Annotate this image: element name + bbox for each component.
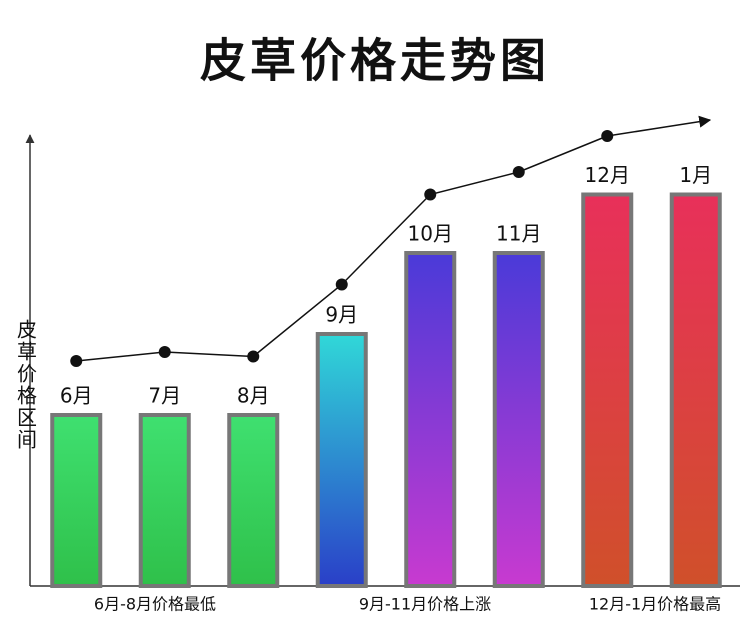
annotation: 12月-1月价格最高 xyxy=(589,595,721,614)
annotation: 9月-11月价格上涨 xyxy=(359,595,491,614)
trend-arrow xyxy=(607,115,712,137)
trend-point xyxy=(70,355,83,367)
trend-point xyxy=(247,350,260,363)
y-axis-label: 皮草价格区间 xyxy=(14,319,38,451)
bar xyxy=(581,192,634,588)
bar-label: 11月 xyxy=(496,222,541,246)
annotation: 6月-8月价格最低 xyxy=(94,595,216,614)
bar-label: 12月 xyxy=(585,163,630,187)
bar xyxy=(492,251,545,588)
bar xyxy=(669,192,722,588)
chart-title: 皮草价格走势图 xyxy=(200,34,550,88)
bar xyxy=(50,413,103,588)
bar xyxy=(404,251,457,588)
bar xyxy=(227,413,280,588)
bar-label: 7月 xyxy=(148,384,181,408)
trend-point xyxy=(512,166,525,178)
bar-label: 6月 xyxy=(60,384,93,408)
bar xyxy=(138,413,191,588)
bar-label: 1月 xyxy=(679,163,712,187)
bar xyxy=(315,332,368,588)
trend-point xyxy=(424,188,437,201)
bar-label: 10月 xyxy=(408,222,453,246)
trend-point xyxy=(158,346,171,358)
trend-point xyxy=(335,278,348,291)
bar-label: 9月 xyxy=(325,303,358,327)
bar-label: 8月 xyxy=(237,384,270,408)
trend-point xyxy=(601,130,614,142)
